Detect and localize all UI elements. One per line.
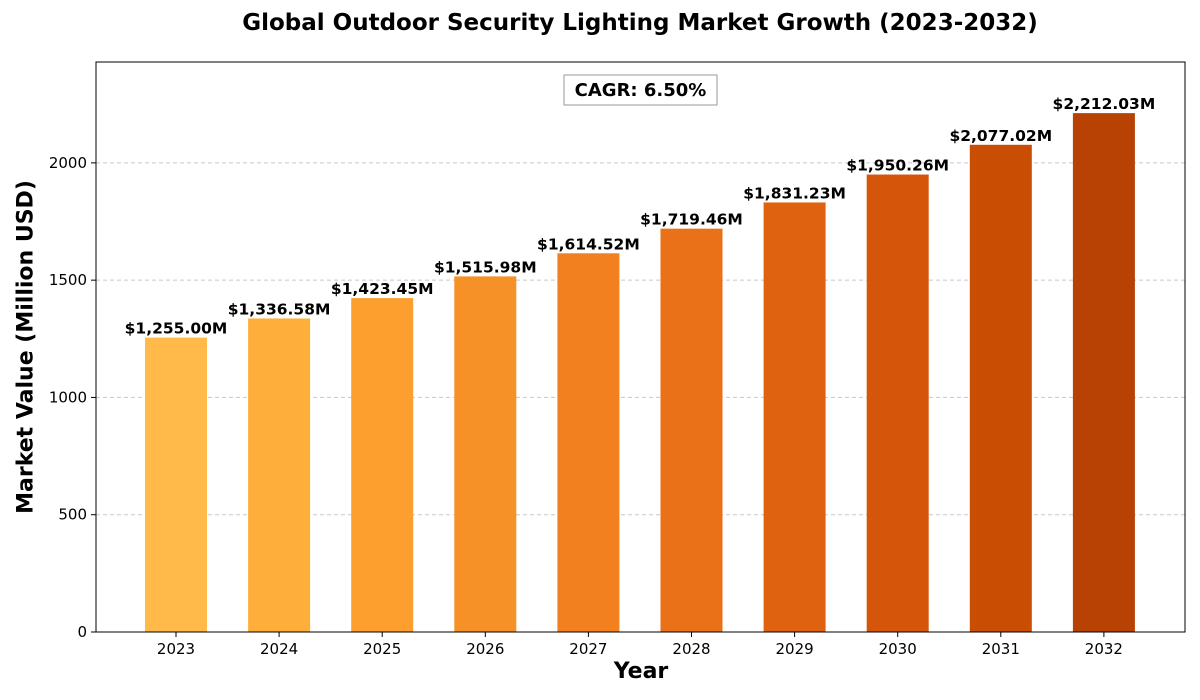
bar-value-label: $1,255.00M [125,320,228,338]
bar [557,253,620,632]
bar [454,276,517,632]
bar-value-label: $2,212.03M [1053,95,1156,113]
cagr-box [563,74,718,106]
x-tick-label: 2028 [672,640,710,658]
bar-value-label: $1,831.23M [743,184,846,202]
x-tick-label: 2029 [776,640,814,658]
y-tick-label: 1500 [49,271,87,289]
bar-value-label: $1,423.45M [331,280,434,298]
x-tick-label: 2025 [363,640,401,658]
x-tick-label: 2026 [466,640,504,658]
x-axis-label: Year [613,659,669,684]
bar [763,202,826,633]
y-axis-ticks: 0 500 1000 1500 2000 [49,154,96,641]
bar-value-label: $1,950.26M [846,157,949,175]
x-tick-label: 2024 [260,640,298,658]
bar [145,337,207,632]
plot-frame [95,61,1186,633]
chart-title: Global Outdoor Security Lighting Market … [242,10,1038,36]
y-tick-label: 1000 [49,388,87,406]
bars [145,113,1135,633]
bar [248,318,311,632]
bar [351,298,414,632]
bar [660,228,723,633]
x-tick-label: 2030 [879,640,917,658]
x-tick-label: 2032 [1085,640,1123,658]
value-labels: $1,255.00M$1,336.58M$1,423.45M$1,515.98M… [125,95,1156,337]
bar-value-label: $1,336.58M [228,300,331,318]
y-tick-label: 0 [77,623,87,641]
bar [969,144,1032,632]
y-tick-label: 500 [58,506,87,524]
x-axis-ticks: 2023 2024 2025 2026 2027 2028 2029 2030 2031 2032 [157,632,1123,658]
bar-value-label: $2,077.02M [949,127,1052,145]
x-tick-label: 2023 [157,640,195,658]
cagr-text: CAGR: 6.50% [575,80,707,101]
bar [1072,113,1135,632]
x-tick-label: 2027 [569,640,607,658]
bar [866,174,929,632]
y-tick-label: 2000 [49,154,87,172]
bar-value-label: $1,515.98M [434,258,537,276]
cagr-annotation: CAGR: 6.50% [563,74,718,106]
bar-value-label: $1,719.46M [640,211,743,229]
bar-value-label: $1,614.52M [537,235,640,253]
x-tick-label: 2031 [982,640,1020,658]
